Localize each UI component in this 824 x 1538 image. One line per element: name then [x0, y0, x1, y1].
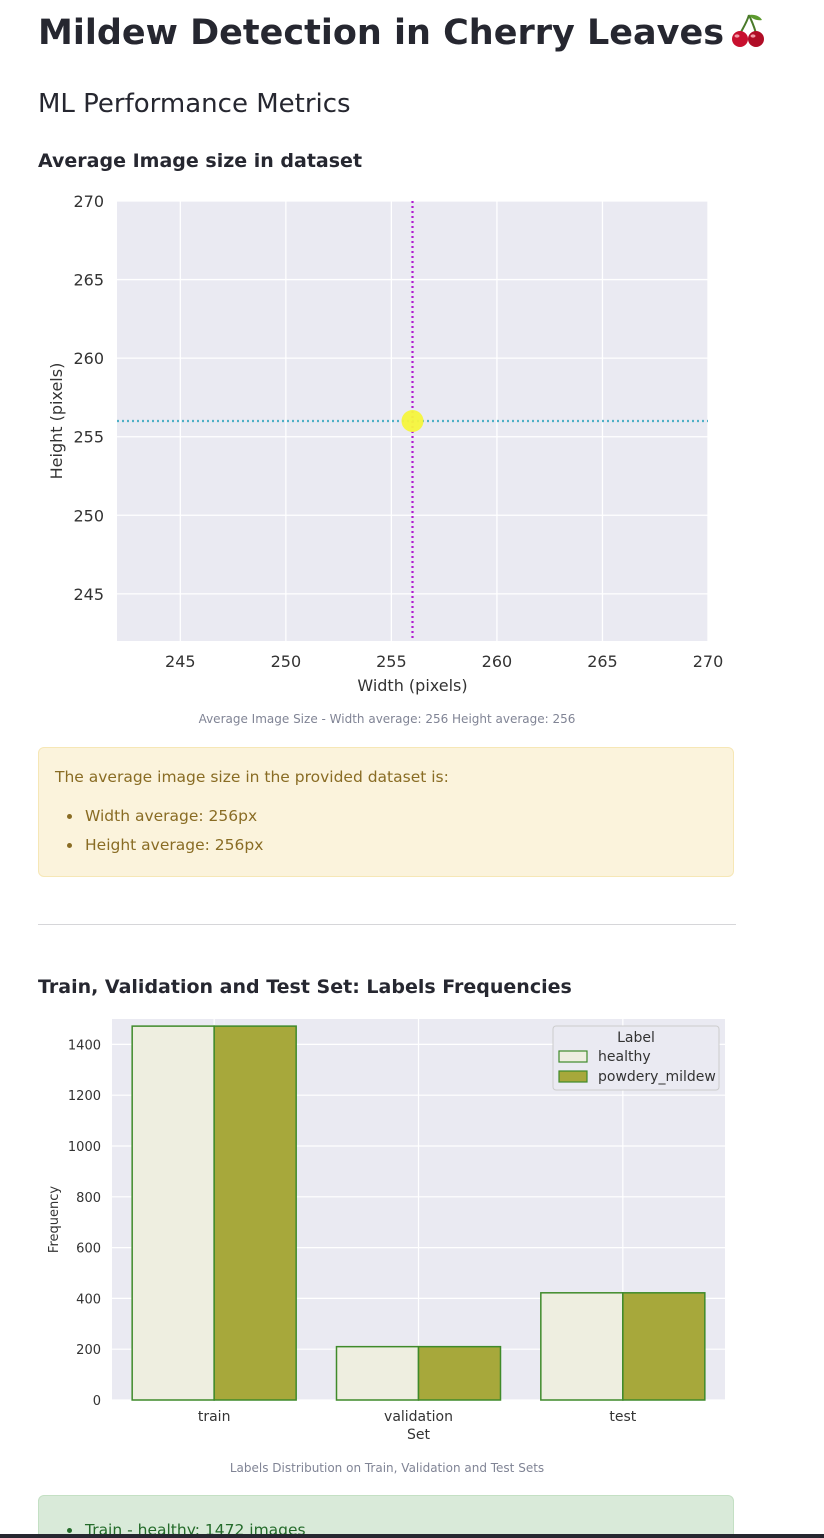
section-divider — [38, 924, 736, 925]
x-tick-label: 270 — [693, 652, 724, 671]
image-size-chart: 245 250 255 260 265 270 245 250 255 260 265 270 Widt… — [47, 192, 724, 695]
legend-label-powdery_mildew: powdery_mildew — [598, 1069, 716, 1085]
y-tick-label: 250 — [73, 506, 104, 525]
average-size-point — [401, 410, 424, 432]
legend-swatch-powdery_mildew — [558, 1070, 588, 1083]
bar-healthy-validation — [335, 1345, 420, 1401]
chart-legend: Label healthy powdery_mildew — [552, 1025, 720, 1091]
y-tick-label: 800 — [76, 1191, 101, 1206]
x-tick-label: 245 — [165, 652, 196, 671]
x-tick-label: 265 — [587, 652, 618, 671]
cherry-icon — [730, 12, 766, 48]
y-tick-label: 200 — [76, 1343, 101, 1358]
page-title: Mildew Detection in Cherry Leaves — [38, 10, 766, 56]
y-tick-label: 255 — [73, 428, 104, 447]
bar-healthy-train — [131, 1025, 215, 1401]
bar-powdery_mildew-test — [622, 1292, 706, 1401]
x-tick-label: 250 — [271, 652, 302, 671]
alert-list-item-height: Height average: 256px — [83, 831, 717, 860]
page-title-text: Mildew Detection in Cherry Leaves — [38, 13, 725, 53]
y-tick-label: 245 — [73, 585, 104, 604]
legend-title: Label — [617, 1030, 655, 1046]
x-tick-label: 255 — [376, 652, 407, 671]
legend-label-healthy: healthy — [598, 1049, 651, 1065]
labels-frequency-heading: Train, Validation and Test Set: Labels F… — [38, 976, 572, 998]
y-tick-label: 260 — [73, 349, 104, 368]
window-bottom-edge — [0, 1534, 824, 1538]
page-subtitle: ML Performance Metrics — [38, 89, 351, 119]
x-axis-label: Set — [407, 1427, 431, 1443]
y-tick-label: 270 — [73, 192, 104, 211]
legend-swatch-healthy — [558, 1050, 588, 1063]
labels-frequency-chart: 0 200 400 600 800 1000 1200 1400 train validation… — [47, 1019, 725, 1443]
image-size-heading: Average Image size in dataset — [38, 150, 363, 172]
y-tick-label: 0 — [93, 1394, 101, 1409]
image-size-caption: Average Image Size - Width average: 256 … — [198, 712, 576, 726]
alert-list: Width average: 256px Height average: 256… — [55, 802, 717, 860]
y-tick-label: 265 — [73, 271, 104, 290]
alert-list-item-width: Width average: 256px — [83, 802, 717, 831]
bar-powdery_mildew-train — [213, 1025, 297, 1401]
alert-intro-text: The average image size in the provided d… — [55, 768, 449, 786]
y-axis-label: Height (pixels) — [47, 363, 66, 480]
x-tick-label: validation — [384, 1409, 453, 1425]
labels-summary-alert: Train - healthy: 1472 images — [38, 1495, 734, 1538]
y-axis-label: Frequency — [47, 1186, 62, 1253]
image-size-alert: The average image size in the provided d… — [38, 747, 734, 877]
x-axis-label: Width (pixels) — [357, 676, 467, 695]
y-tick-label: 600 — [76, 1242, 101, 1257]
y-tick-label: 1200 — [68, 1089, 101, 1104]
bar-powdery_mildew-validation — [417, 1345, 502, 1401]
y-tick-label: 1400 — [68, 1038, 101, 1053]
x-tick-label: train — [198, 1409, 231, 1425]
bar-healthy-test — [540, 1292, 624, 1401]
y-tick-label: 1000 — [68, 1140, 101, 1155]
labels-frequency-caption: Labels Distribution on Train, Validation… — [229, 1461, 545, 1475]
legend-box — [552, 1025, 720, 1091]
labels-summary-list: Train - healthy: 1472 images — [55, 1516, 717, 1538]
y-tick-label: 400 — [76, 1292, 101, 1307]
labels-summary-item: Train - healthy: 1472 images — [83, 1516, 717, 1538]
x-tick-label: 260 — [482, 652, 513, 671]
x-tick-label: test — [609, 1409, 636, 1425]
